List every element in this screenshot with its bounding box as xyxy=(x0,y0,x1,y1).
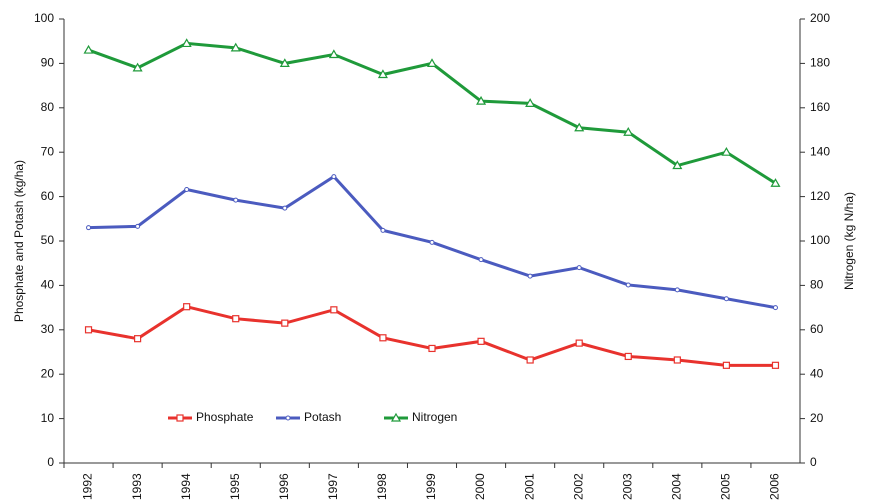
marker xyxy=(377,69,388,79)
marker xyxy=(328,49,339,59)
marker xyxy=(477,337,485,345)
y-tick-label: 70 xyxy=(41,144,55,158)
marker xyxy=(624,352,632,361)
marker xyxy=(183,303,191,311)
marker xyxy=(330,306,338,314)
marker xyxy=(390,412,402,422)
marker xyxy=(625,282,631,288)
x-tick-label: 2003 xyxy=(620,473,634,500)
marker xyxy=(281,319,289,327)
x-tick-label: 1999 xyxy=(424,473,438,500)
y2-tick-label: 160 xyxy=(810,100,830,114)
y-tick-label: 50 xyxy=(41,233,55,247)
y-tick-label: 0 xyxy=(47,455,54,469)
y2-tick-label: 20 xyxy=(810,411,824,425)
x-tick-label: 1998 xyxy=(375,473,389,500)
y-tick-label: 90 xyxy=(41,56,55,70)
x-tick-label: 1993 xyxy=(130,473,144,500)
marker xyxy=(478,257,484,263)
marker xyxy=(181,38,192,48)
x-tick-label: 2006 xyxy=(768,473,782,500)
marker xyxy=(83,44,94,54)
marker xyxy=(282,205,288,211)
y-tick-label: 60 xyxy=(41,189,55,203)
y2-tick-label: 200 xyxy=(810,11,830,25)
y-tick-label: 40 xyxy=(41,278,55,292)
x-tick-label: 2002 xyxy=(571,473,585,500)
marker xyxy=(673,356,681,364)
x-tick-label: 1997 xyxy=(326,473,340,500)
marker xyxy=(575,339,583,347)
x-tick-label: 2000 xyxy=(473,473,487,500)
marker xyxy=(428,344,436,353)
marker xyxy=(429,239,435,245)
x-tick-label: 2001 xyxy=(522,473,536,500)
marker xyxy=(574,122,585,132)
legend-label: Nitrogen xyxy=(412,410,457,424)
marker xyxy=(526,356,534,364)
y2-tick-label: 60 xyxy=(810,322,824,336)
series-line xyxy=(88,305,776,367)
y-axis-label: Phosphate and Potash (kg/ha) xyxy=(12,160,26,322)
marker xyxy=(233,197,239,203)
marker xyxy=(230,42,241,52)
y2-tick-label: 0 xyxy=(810,455,817,469)
legend-label: Potash xyxy=(304,410,341,424)
y2-tick-label: 80 xyxy=(810,278,824,292)
marker xyxy=(132,62,143,72)
x-tick-label: 1995 xyxy=(228,473,242,500)
marker xyxy=(184,186,190,192)
marker xyxy=(527,273,533,279)
marker xyxy=(672,160,683,170)
marker xyxy=(135,223,141,229)
marker xyxy=(176,414,184,422)
marker xyxy=(285,415,291,421)
y2-tick-label: 180 xyxy=(810,56,830,70)
y-tick-label: 100 xyxy=(34,11,54,25)
marker xyxy=(771,361,780,369)
y2-tick-label: 140 xyxy=(810,144,830,158)
marker xyxy=(721,146,732,156)
marker xyxy=(331,174,337,180)
x-tick-label: 1994 xyxy=(179,473,193,500)
marker xyxy=(379,334,387,342)
y-tick-label: 10 xyxy=(41,411,55,425)
marker xyxy=(576,265,582,271)
marker xyxy=(623,127,634,136)
marker xyxy=(232,315,240,323)
y2-tick-label: 100 xyxy=(810,233,830,247)
marker xyxy=(770,178,781,187)
marker xyxy=(722,361,731,369)
marker xyxy=(426,58,438,67)
marker xyxy=(476,95,487,105)
x-tick-label: 1996 xyxy=(277,473,291,500)
y2-tick-label: 40 xyxy=(810,366,824,380)
x-tick-label: 2005 xyxy=(719,473,733,500)
legend-label: Phosphate xyxy=(196,410,254,424)
marker xyxy=(134,335,142,343)
y-tick-label: 30 xyxy=(41,322,55,336)
marker xyxy=(674,287,680,293)
y2-axis-label: Nitrogen (kg N/ha) xyxy=(842,192,856,290)
marker xyxy=(84,326,93,334)
x-tick-label: 2004 xyxy=(670,473,684,500)
y-tick-label: 20 xyxy=(41,366,55,380)
marker xyxy=(525,98,536,107)
marker xyxy=(279,58,290,67)
y-tick-label: 80 xyxy=(41,100,55,114)
marker xyxy=(723,296,729,302)
x-tick-label: 1992 xyxy=(81,473,95,500)
marker xyxy=(772,305,778,311)
marker xyxy=(86,225,92,231)
y2-tick-label: 120 xyxy=(810,189,830,203)
marker xyxy=(380,227,386,233)
